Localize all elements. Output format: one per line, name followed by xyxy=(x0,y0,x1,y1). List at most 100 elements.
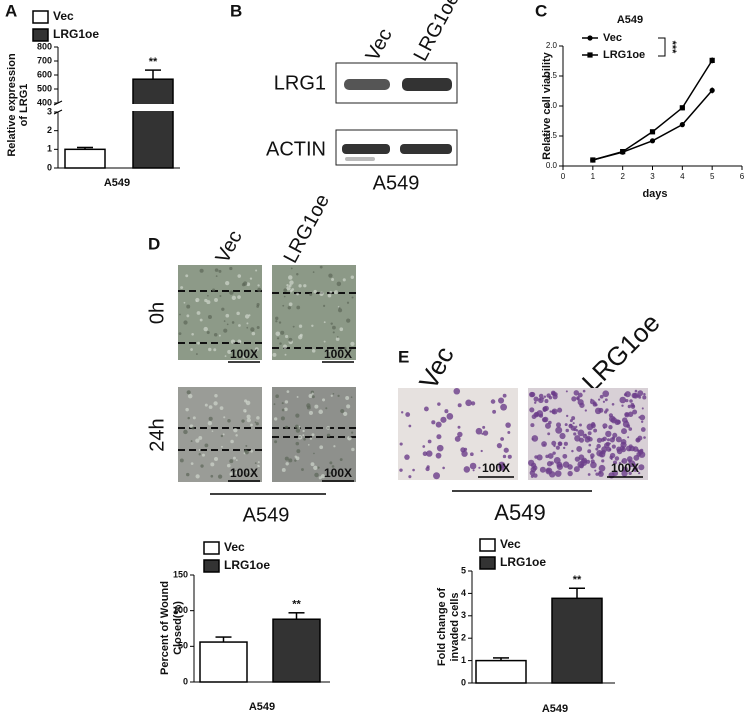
texture xyxy=(343,411,348,417)
significance: *** xyxy=(666,41,678,55)
texture xyxy=(281,408,285,412)
texture xyxy=(350,275,355,279)
cell xyxy=(575,425,578,428)
band xyxy=(345,157,375,161)
texture xyxy=(283,288,287,292)
cell xyxy=(554,470,562,477)
cell xyxy=(621,470,628,477)
texture xyxy=(281,468,286,472)
texture xyxy=(250,423,253,427)
cell xyxy=(576,446,583,452)
y-tick-label: 2 xyxy=(47,125,52,135)
cell xyxy=(627,436,630,439)
texture xyxy=(207,314,212,320)
texture xyxy=(286,283,289,287)
legend-label: Vec xyxy=(224,540,245,554)
texture xyxy=(314,404,319,409)
y-tick-label: 5 xyxy=(461,565,466,575)
cell xyxy=(569,419,573,423)
cell xyxy=(625,399,629,403)
texture xyxy=(258,465,260,468)
texture xyxy=(221,307,225,311)
texture xyxy=(332,392,335,395)
legend-swatch xyxy=(32,28,49,42)
texture xyxy=(275,331,281,337)
cell xyxy=(562,453,568,459)
texture xyxy=(351,431,354,434)
texture xyxy=(219,295,222,298)
cell xyxy=(482,425,486,429)
band xyxy=(402,78,452,91)
cell xyxy=(556,463,564,470)
texture xyxy=(274,440,278,444)
cell xyxy=(440,416,447,423)
texture xyxy=(204,298,208,303)
texture xyxy=(295,428,301,433)
cell xyxy=(620,441,627,449)
y-tick-label: 3 xyxy=(47,106,52,116)
cell xyxy=(453,387,461,395)
x-tick-label: 4 xyxy=(680,172,685,181)
texture xyxy=(223,416,226,419)
cell xyxy=(621,460,624,463)
texture xyxy=(289,289,293,293)
texture xyxy=(284,353,287,356)
legend-label: Vec xyxy=(500,537,521,551)
cell xyxy=(426,450,433,457)
texture xyxy=(183,301,186,304)
cell xyxy=(497,397,505,404)
x-tick-label: A549 xyxy=(104,177,130,189)
texture xyxy=(210,474,214,478)
cell xyxy=(530,423,535,428)
cell xyxy=(562,461,570,468)
cell xyxy=(636,451,642,457)
cell xyxy=(405,412,411,417)
x-tick-label: 1 xyxy=(591,172,596,181)
texture xyxy=(230,439,234,444)
legend-swatch xyxy=(203,559,220,573)
texture xyxy=(340,409,345,414)
texture xyxy=(235,470,239,474)
cell xyxy=(399,442,403,446)
cell xyxy=(457,425,461,429)
y-tick-label: 0 xyxy=(461,677,466,687)
cell xyxy=(576,396,580,400)
texture xyxy=(325,407,328,410)
texture xyxy=(288,275,293,280)
cell xyxy=(565,428,569,433)
texture xyxy=(275,394,279,399)
texture xyxy=(218,269,222,273)
micrograph xyxy=(272,265,356,360)
texture xyxy=(279,342,282,345)
texture xyxy=(345,396,350,400)
cell xyxy=(399,468,403,472)
cell xyxy=(577,399,584,406)
texture xyxy=(231,321,235,324)
texture xyxy=(347,435,352,441)
texture xyxy=(256,416,260,420)
texture xyxy=(195,353,198,355)
texture xyxy=(223,328,228,333)
texture xyxy=(190,348,193,351)
texture xyxy=(328,273,333,278)
texture xyxy=(311,349,316,353)
texture xyxy=(273,403,276,406)
cell xyxy=(594,469,597,472)
cell xyxy=(632,466,639,472)
legend-label: LRG1oe xyxy=(53,27,99,41)
texture xyxy=(211,430,214,432)
cell xyxy=(436,434,442,440)
cell xyxy=(573,432,577,436)
cell xyxy=(609,452,616,459)
texture xyxy=(179,458,184,463)
cell xyxy=(558,441,562,446)
texture xyxy=(201,453,206,457)
cell xyxy=(503,447,509,453)
texture xyxy=(213,332,218,337)
cell xyxy=(587,473,591,476)
texture xyxy=(206,300,211,305)
texture xyxy=(298,324,303,328)
cell xyxy=(552,451,556,455)
cell xyxy=(470,452,474,457)
